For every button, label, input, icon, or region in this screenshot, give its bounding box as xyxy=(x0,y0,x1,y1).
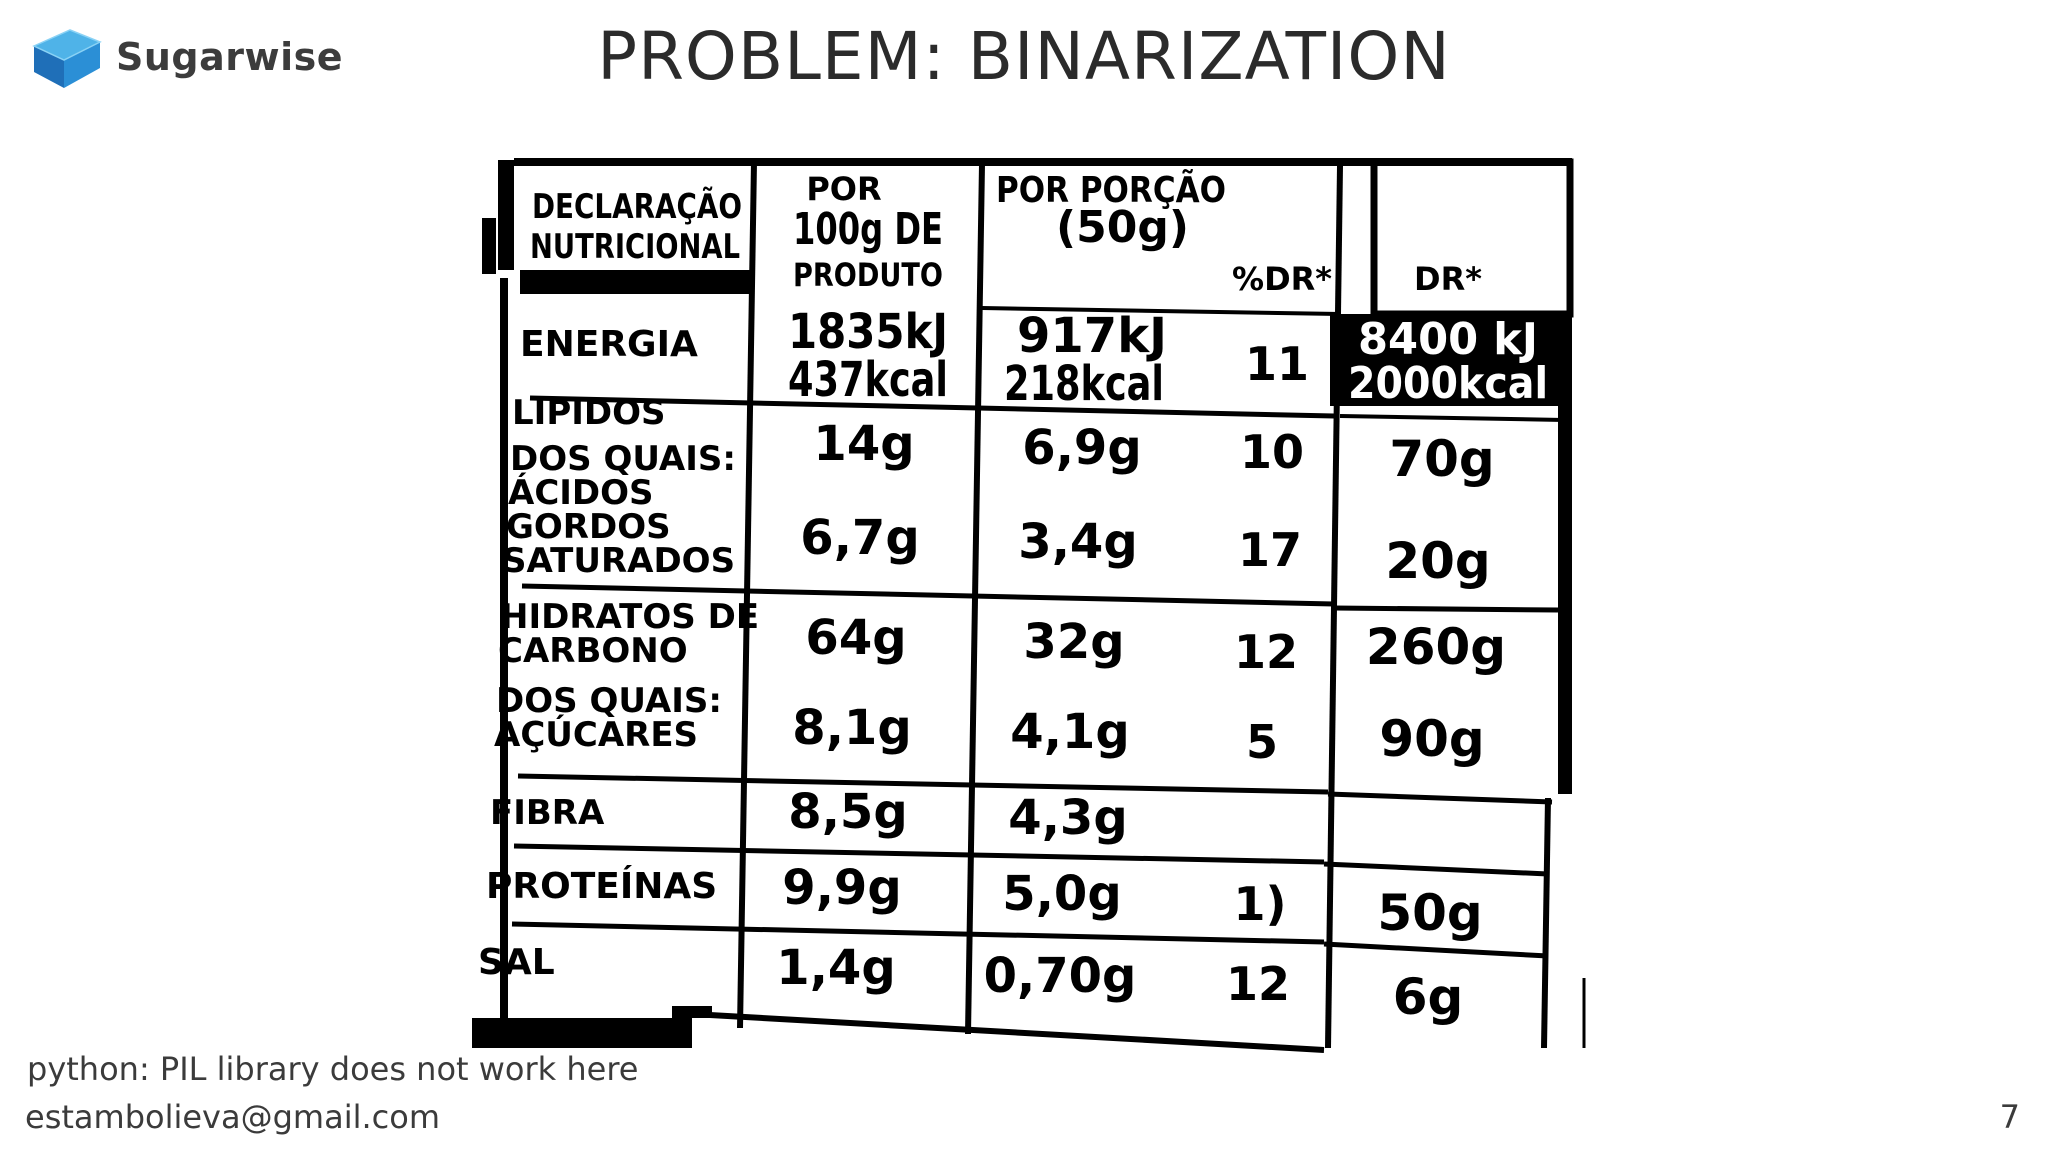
sugar-cube-icon xyxy=(32,29,102,88)
row-hidratos-per100: 64g xyxy=(805,610,906,666)
row-sal-per100: 1,4g xyxy=(776,940,895,996)
brand: Sugarwise xyxy=(30,22,343,92)
row-energia-per100-kj: 1835kJ xyxy=(788,304,948,360)
header-col1-line2: NUTRICIONAL xyxy=(530,227,740,267)
header-col1-line1: DECLARAÇÃO xyxy=(532,186,742,227)
row-hidratos-name-1: HIDRATOS DE xyxy=(500,597,759,637)
row-acucares-name-1: DOS QUAIS: xyxy=(496,681,722,721)
row-saturados-dr-pct: 17 xyxy=(1238,523,1302,577)
row-energia-name: ENERGIA xyxy=(520,324,698,365)
row-energia-per100-kcal: 437kcal xyxy=(788,352,948,408)
row-energia-portion-kcal: 218kcal xyxy=(1004,356,1164,412)
row-lipidos-dr-pct: 10 xyxy=(1240,425,1304,479)
row-lipidos-name: LIPIDOS xyxy=(512,393,666,433)
row-energia-dr-kj: 8400 kJ xyxy=(1358,314,1538,365)
row-acucares-portion: 4,1g xyxy=(1010,704,1129,760)
row-hidratos-name-2: CARBONO xyxy=(498,631,688,671)
row-proteinas-dr-pct: 1) xyxy=(1233,877,1286,931)
header-col4: %DR* xyxy=(1232,260,1332,298)
row-fibra-name: FIBRA xyxy=(490,793,605,833)
header-col3-line1: POR PORÇÃO xyxy=(996,169,1226,211)
row-lipidos-portion: 6,9g xyxy=(1022,420,1141,476)
page-number: 7 xyxy=(1999,1098,2020,1136)
row-fibra-per100: 8,5g xyxy=(788,784,907,840)
nutrition-label-svg: DECLARAÇÃO NUTRICIONAL POR 100g DE PRODU… xyxy=(472,158,1592,1058)
row-acucares-dr-pct: 5 xyxy=(1246,715,1278,769)
row-proteinas-portion: 5,0g xyxy=(1002,866,1121,922)
row-fibra-portion: 4,3g xyxy=(1008,790,1127,846)
footer-email: estambolieva@gmail.com xyxy=(25,1098,440,1136)
row-energia-portion-kj: 917kJ xyxy=(1017,308,1167,364)
header-col2-line3: PRODUTO xyxy=(793,256,943,294)
row-saturados-dr: 20g xyxy=(1385,532,1490,590)
row-saturados-portion: 3,4g xyxy=(1018,514,1137,570)
row-sal-portion: 0,70g xyxy=(984,948,1137,1004)
header-col2-line2: 100g DE xyxy=(793,204,943,255)
header-col2-line1: POR xyxy=(806,170,881,208)
row-sal-name: SAL xyxy=(478,942,555,983)
row-proteinas-name: PROTEÍNAS xyxy=(486,865,717,907)
row-saturados-name-1: DOS QUAIS: xyxy=(510,439,736,479)
row-hidratos-dr-pct: 12 xyxy=(1234,625,1298,679)
row-lipidos-per100: 14g xyxy=(813,416,914,472)
row-proteinas-dr: 50g xyxy=(1377,884,1482,942)
row-energia-dr-kcal: 2000kcal xyxy=(1348,358,1548,409)
brand-name: Sugarwise xyxy=(116,35,344,79)
row-acucares-dr: 90g xyxy=(1379,710,1484,768)
header-col3-line2: (50g) xyxy=(1056,202,1189,253)
nutrition-label-image: DECLARAÇÃO NUTRICIONAL POR 100g DE PRODU… xyxy=(472,158,1592,1058)
row-sal-dr-pct: 12 xyxy=(1226,957,1290,1011)
row-saturados-name-4: SATURADOS xyxy=(502,541,735,581)
row-proteinas-per100: 9,9g xyxy=(782,860,901,916)
row-hidratos-dr: 260g xyxy=(1366,618,1506,676)
row-acucares-name-2: AÇÚCARES xyxy=(494,714,698,755)
header-col5: DR* xyxy=(1414,260,1482,298)
row-hidratos-portion: 32g xyxy=(1023,614,1124,670)
row-sal-dr: 6g xyxy=(1393,968,1464,1026)
row-saturados-name-3: GORDOS xyxy=(506,507,671,547)
row-saturados-per100: 6,7g xyxy=(800,510,919,566)
row-lipidos-dr: 70g xyxy=(1389,430,1494,488)
row-acucares-per100: 8,1g xyxy=(792,700,911,756)
footer-note: python: PIL library does not work here xyxy=(27,1050,639,1088)
row-saturados-name-2: ÁCIDOS xyxy=(508,472,654,513)
slide-title: PROBLEM: BINARIZATION xyxy=(597,18,1451,95)
row-energia-dr-pct: 11 xyxy=(1245,337,1309,391)
